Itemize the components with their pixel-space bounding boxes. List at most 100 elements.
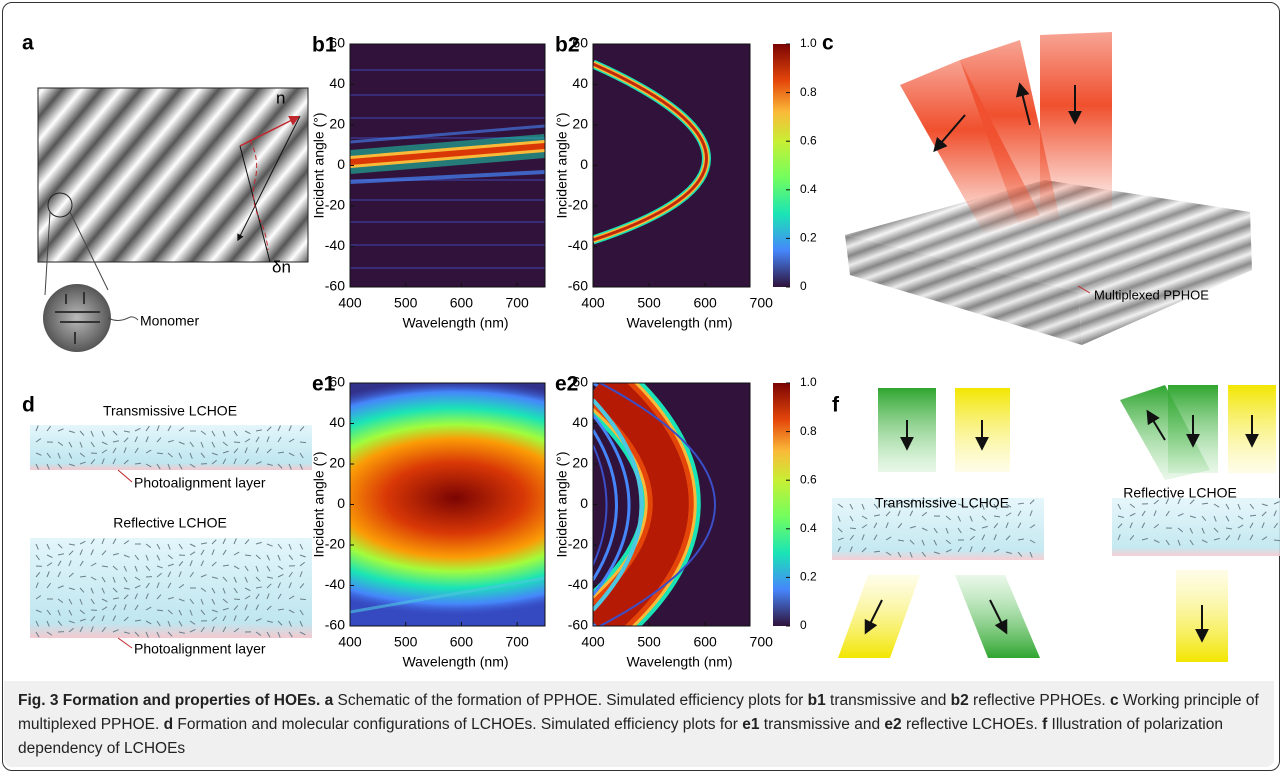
lc-molecule (233, 538, 237, 545)
lc-cell (1112, 498, 1280, 556)
lc-molecule (933, 539, 938, 546)
monomer-label: Monomer (140, 313, 199, 329)
lc-molecule (244, 438, 251, 443)
lc-molecule (79, 575, 87, 578)
lc-molecule (1153, 499, 1159, 505)
lc-molecule (233, 587, 238, 594)
lc-molecule (255, 604, 260, 611)
red-beams (900, 32, 1112, 235)
caption-text: reflective LCHOEs. (901, 716, 1043, 733)
caption-bold: e1 (742, 716, 760, 733)
lc-molecule (167, 631, 173, 637)
lc-molecule (68, 441, 73, 448)
lc-molecule (189, 452, 193, 459)
lc-molecule (1129, 535, 1135, 541)
x-tick-label: 400 (338, 634, 362, 650)
lc-molecule (68, 550, 74, 556)
lc-molecule (145, 582, 150, 589)
lc-molecule (101, 615, 105, 622)
lc-molecule (57, 553, 64, 556)
lc-molecule (921, 527, 928, 532)
lc-molecule (945, 501, 952, 505)
lc-molecule (1117, 523, 1123, 529)
y-tick-label: -40 (568, 237, 588, 253)
magnifier (43, 284, 111, 352)
lc-molecule (211, 576, 218, 579)
note: Photoalignment layer (134, 641, 266, 657)
lc-molecule (885, 522, 889, 529)
lc-molecule (46, 562, 53, 567)
lc-molecule (145, 463, 152, 468)
lc-molecule (233, 448, 239, 454)
lc-molecule (921, 511, 928, 517)
y-tick-label: -60 (568, 278, 588, 294)
lc-molecule (277, 451, 285, 454)
lc-molecule (909, 498, 914, 505)
lc-molecule (145, 425, 150, 432)
lc-molecule (255, 447, 260, 454)
lc-molecule (90, 587, 94, 594)
lc-molecule (885, 551, 892, 556)
lc-molecule (849, 527, 857, 530)
lc-molecule (189, 441, 195, 448)
lc-molecule (933, 498, 938, 505)
n-label: n (276, 88, 285, 107)
lc-molecule (873, 514, 880, 517)
title: Reflective LCHOE (113, 515, 227, 531)
lc-molecule (244, 539, 250, 545)
lc-molecule (1153, 523, 1160, 529)
lc-molecule (897, 539, 905, 542)
lc-molecule (255, 618, 262, 622)
lc-molecule (79, 549, 83, 556)
lc-molecule (112, 538, 117, 545)
y-tick-label: 40 (329, 414, 345, 430)
colorbar-tick-label: 0 (800, 618, 807, 632)
lc-molecule (288, 595, 295, 600)
lc-molecule (1225, 515, 1230, 522)
lc-molecule (255, 565, 259, 572)
x-tick-label: 400 (581, 295, 605, 311)
lc-molecule (222, 607, 229, 611)
lc-molecule (222, 615, 227, 622)
lc-molecule (46, 425, 52, 432)
lc-molecule (897, 551, 902, 558)
figure: a n δn Monomer c Multiplexed PPHOE d Tra… (22, 32, 1281, 670)
lc-molecule (299, 554, 306, 558)
lc-molecule (244, 565, 249, 572)
lc-molecule (1201, 502, 1209, 505)
lc-molecule (244, 587, 251, 592)
lc-molecule (46, 609, 51, 616)
x-tick-label: 700 (750, 295, 774, 311)
lc-molecule (945, 539, 951, 545)
lc-molecule (68, 560, 72, 567)
lc-molecule (1165, 510, 1170, 517)
lc-molecule (299, 543, 304, 550)
lc-molecule (921, 539, 925, 546)
lc-molecule (200, 430, 207, 435)
panel-label: f (832, 394, 840, 417)
y-tick-label: 0 (337, 156, 345, 172)
lc-molecule (266, 554, 271, 561)
lc-molecule (35, 609, 42, 613)
lc-molecule (921, 498, 925, 505)
x-tick-label: 400 (338, 295, 362, 311)
lc-molecule (244, 576, 248, 583)
lc-molecule (981, 534, 986, 541)
lc-molecule (211, 452, 218, 456)
lc-molecule (211, 441, 216, 448)
lc-molecule (266, 448, 272, 454)
y-tick-label: 40 (572, 414, 588, 430)
lc-molecule (1005, 535, 1011, 541)
zoom-line (44, 211, 51, 296)
lc-molecule (211, 609, 218, 613)
caption-text: Schematic of the formation of PPHOE. Sim… (333, 692, 808, 709)
panel-label: c (822, 32, 834, 55)
lc-molecule (244, 447, 248, 454)
lc-molecule (1225, 503, 1230, 510)
zoom-line (69, 211, 109, 291)
caption-bold: e2 (884, 716, 902, 733)
lc-molecule (156, 463, 161, 470)
lc-molecule (178, 463, 183, 470)
lc-molecule (90, 626, 94, 633)
lc-molecule (288, 554, 294, 560)
